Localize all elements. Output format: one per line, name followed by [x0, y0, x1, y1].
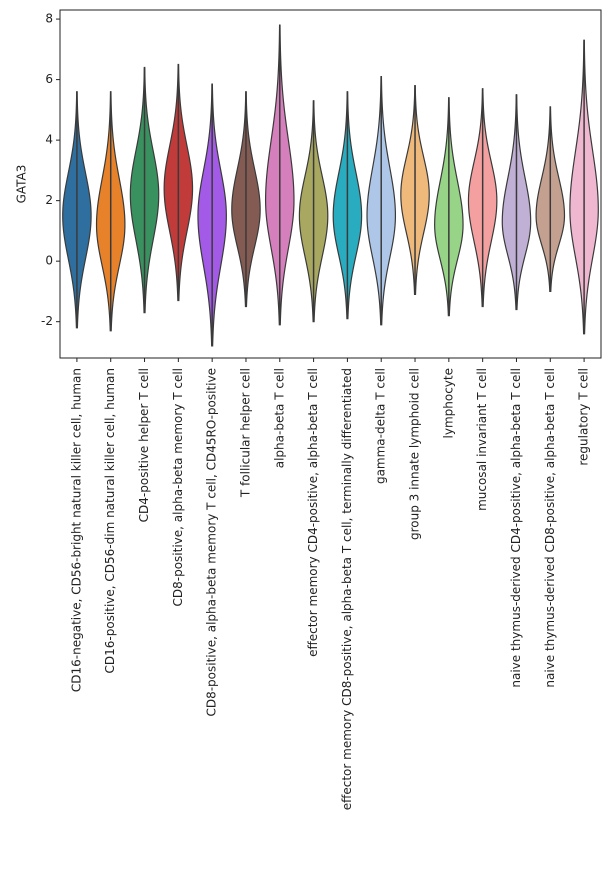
- x-tick-label: lymphocyte: [441, 368, 455, 438]
- y-tick-label: 6: [45, 72, 53, 86]
- y-tick-label: 8: [45, 12, 53, 26]
- y-tick-label: 4: [45, 133, 53, 147]
- x-tick-label: T follicular helper cell: [238, 368, 252, 498]
- x-tick-label: group 3 innate lymphoid cell: [408, 368, 422, 540]
- x-tick-label: CD4-positive helper T cell: [137, 368, 151, 522]
- y-tick-label: 2: [45, 193, 53, 207]
- x-tick-label: naive thymus-derived CD8-positive, alpha…: [543, 368, 557, 688]
- x-tick-label: alpha-beta T cell: [272, 368, 286, 468]
- x-tick-label: CD8-positive, alpha-beta memory T cell: [171, 368, 185, 607]
- x-tick-label: CD16-negative, CD56-bright natural kille…: [69, 368, 83, 692]
- y-tick-label: 0: [45, 254, 53, 268]
- x-tick-label: effector memory CD4-positive, alpha-beta…: [306, 368, 320, 657]
- y-tick-label: -2: [41, 314, 53, 328]
- y-axis-label: GATA3: [15, 165, 29, 204]
- x-tick-label: naive thymus-derived CD4-positive, alpha…: [509, 368, 523, 688]
- x-tick-label: mucosal invariant T cell: [475, 368, 489, 511]
- x-tick-label: CD16-positive, CD56-dim natural killer c…: [103, 368, 117, 674]
- x-tick-label: gamma-delta T cell: [374, 368, 388, 484]
- x-tick-label: effector memory CD8-positive, alpha-beta…: [340, 368, 354, 810]
- plot-frame: [59, 9, 602, 359]
- x-tick-label: CD8-positive, alpha-beta memory T cell, …: [205, 368, 219, 717]
- x-tick-label: regulatory T cell: [577, 368, 591, 466]
